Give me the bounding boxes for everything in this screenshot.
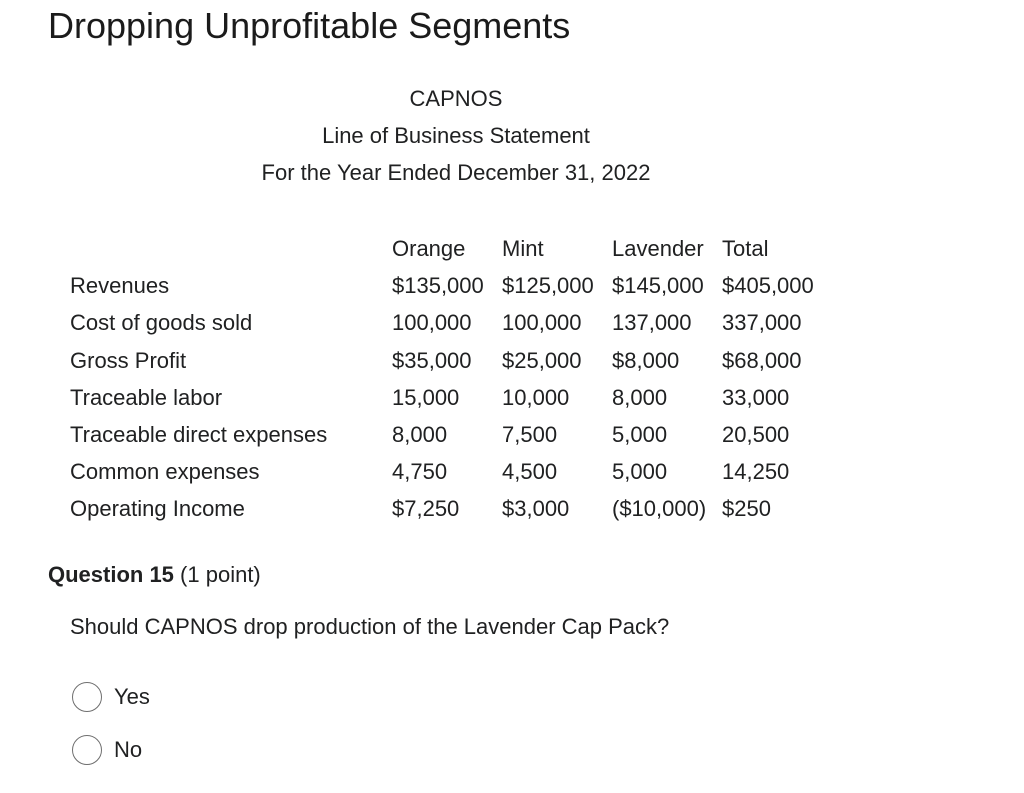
answer-option-yes[interactable]: Yes xyxy=(72,680,150,714)
line-of-business-table: Orange Mint Lavender Total Revenues $135… xyxy=(66,230,842,528)
cell-mint: 4,500 xyxy=(502,459,558,485)
cell-lavender: 8,000 xyxy=(612,384,668,410)
cell-mint: $25,000 xyxy=(502,347,582,373)
statement-name: Line of Business Statement xyxy=(322,123,590,148)
cell-mint: 10,000 xyxy=(502,384,570,410)
row-label: Traceable labor xyxy=(70,384,223,410)
cell-total: 33,000 xyxy=(722,384,790,410)
statement-header: CAPNOS Line of Business Statement For th… xyxy=(230,80,682,191)
company-name: CAPNOS xyxy=(409,86,503,111)
row-label: Traceable direct expenses xyxy=(70,422,328,448)
answer-option-no[interactable]: No xyxy=(72,733,142,767)
cell-lavender: 137,000 xyxy=(612,310,692,336)
cell-total: $250 xyxy=(722,496,771,522)
radio-button-no[interactable] xyxy=(72,735,102,765)
cell-mint: $3,000 xyxy=(502,496,570,522)
row-label: Cost of goods sold xyxy=(70,310,253,336)
table-header-row: Orange Mint Lavender Total xyxy=(66,230,842,267)
table-row: Gross Profit $35,000 $25,000 $8,000 $68,… xyxy=(66,342,842,379)
question-prompt: Should CAPNOS drop production of the Lav… xyxy=(70,614,670,639)
cell-orange: 4,750 xyxy=(392,459,448,485)
table-row: Common expenses 4,750 4,500 5,000 14,250 xyxy=(66,453,842,490)
table-row: Operating Income $7,250 $3,000 ($10,000)… xyxy=(66,490,842,527)
table-row: Traceable labor 15,000 10,000 8,000 33,0… xyxy=(66,379,842,416)
row-label: Gross Profit xyxy=(70,347,187,373)
cell-orange: 8,000 xyxy=(392,422,448,448)
table-row: Revenues $135,000 $125,000 $145,000 $405… xyxy=(66,267,842,304)
header-blank xyxy=(66,230,392,267)
page-title: Dropping Unprofitable Segments xyxy=(48,5,571,46)
cell-mint: 7,500 xyxy=(502,422,558,448)
option-label-yes: Yes xyxy=(114,684,150,709)
row-label: Common expenses xyxy=(70,459,260,485)
table-row: Traceable direct expenses 8,000 7,500 5,… xyxy=(66,416,842,453)
column-header-total: Total xyxy=(722,236,769,262)
cell-total: 337,000 xyxy=(722,310,802,336)
column-header-lavender: Lavender xyxy=(612,236,704,262)
cell-orange: $35,000 xyxy=(392,347,472,373)
cell-total: $68,000 xyxy=(722,347,802,373)
cell-lavender: 5,000 xyxy=(612,422,668,448)
cell-total: $405,000 xyxy=(722,273,814,299)
column-header-orange: Orange xyxy=(392,236,466,262)
question-points: (1 point) xyxy=(180,562,261,587)
column-header-mint: Mint xyxy=(502,236,544,262)
cell-mint: 100,000 xyxy=(502,310,582,336)
cell-total: 14,250 xyxy=(722,459,790,485)
cell-lavender: $145,000 xyxy=(612,273,704,299)
cell-lavender: ($10,000) xyxy=(612,496,707,522)
cell-mint: $125,000 xyxy=(502,273,594,299)
cell-lavender: $8,000 xyxy=(612,347,680,373)
question-number: Question 15 xyxy=(48,562,174,587)
row-label: Revenues xyxy=(70,273,170,299)
cell-orange: 15,000 xyxy=(392,384,460,410)
cell-orange: $7,250 xyxy=(392,496,460,522)
table-row: Cost of goods sold 100,000 100,000 137,0… xyxy=(66,304,842,341)
cell-total: 20,500 xyxy=(722,422,790,448)
cell-orange: 100,000 xyxy=(392,310,472,336)
question-header: Question 15 (1 point) xyxy=(48,560,261,590)
radio-button-yes[interactable] xyxy=(72,682,102,712)
statement-period: For the Year Ended December 31, 2022 xyxy=(261,160,651,185)
option-label-no: No xyxy=(114,737,143,762)
row-label: Operating Income xyxy=(70,496,245,522)
cell-lavender: 5,000 xyxy=(612,459,668,485)
cell-orange: $135,000 xyxy=(392,273,484,299)
